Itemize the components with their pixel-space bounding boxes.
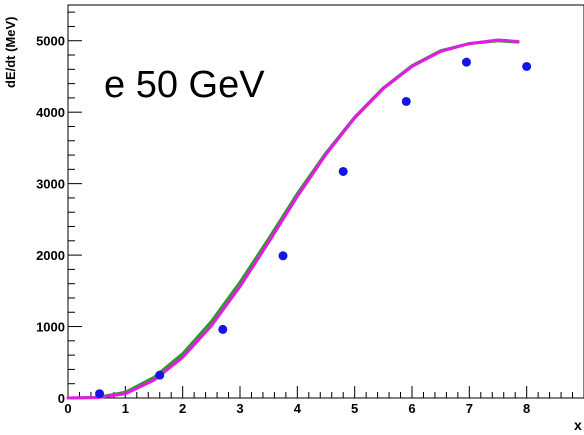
- axes: 0 1 2 3 4 5 6 7 8 0 1000 2000 3000 4000 5000: [36, 11, 574, 416]
- data-point: [461, 57, 471, 67]
- data-point: [155, 370, 165, 380]
- x-tick-label: 1: [122, 401, 129, 416]
- data-point: [522, 61, 532, 71]
- points: [95, 57, 532, 399]
- y-tick-label: 2000: [36, 248, 65, 263]
- y-tick-label: 1000: [36, 320, 65, 335]
- data-point: [95, 389, 105, 399]
- data-point: [401, 96, 411, 106]
- series-curve-1: [66, 38, 520, 400]
- x-tick-label: 5: [351, 401, 358, 416]
- x-tick-label: 0: [64, 401, 71, 416]
- y-tick-label: 5000: [36, 34, 65, 49]
- chart-annotation: e 50 GeV: [104, 64, 265, 106]
- data-point: [278, 251, 288, 261]
- data-point: [338, 166, 348, 176]
- plot-frame: [67, 4, 584, 399]
- x-axis-label: x: [574, 417, 582, 433]
- y-tick-label: 0: [58, 391, 65, 406]
- y-tick-label: 4000: [36, 105, 65, 120]
- y-axis-label: dE/dt (MeV): [3, 17, 18, 89]
- x-tick-label: 7: [466, 401, 473, 416]
- curves: [66, 38, 520, 400]
- y-tick-label: 3000: [36, 177, 65, 192]
- x-tick-label: 3: [236, 401, 243, 416]
- x-tick-label: 2: [179, 401, 186, 416]
- data-point: [218, 324, 228, 334]
- x-tick-label: 4: [294, 401, 302, 416]
- x-tick-label: 8: [523, 401, 530, 416]
- x-tick-label: 6: [408, 401, 415, 416]
